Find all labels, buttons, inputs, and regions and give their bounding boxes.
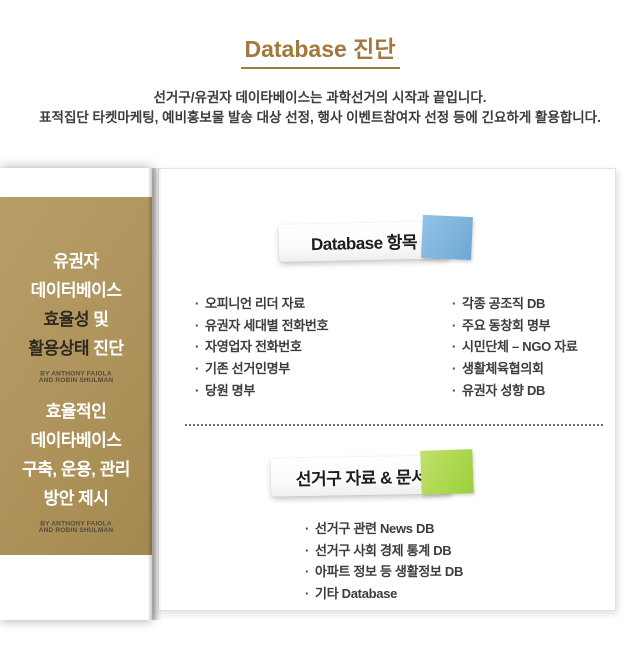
list-item: 생활체육협의회	[452, 358, 578, 380]
cover-word-light: 진단	[93, 339, 124, 358]
cover-word-dark: 활용상태	[28, 339, 90, 358]
blue-sticky-note	[421, 214, 473, 261]
list-item: 아파트 정보 등 생활정보 DB	[305, 561, 463, 583]
cover-line: 데이터베이스	[30, 281, 122, 300]
cover-line: 활용상태 진단	[0, 334, 152, 363]
cover-line: 데이타베이스	[30, 431, 122, 450]
dotted-divider	[185, 424, 603, 426]
cover-line: 방안 제시	[43, 489, 109, 508]
cover-byline: BY ANTHONY FAIOLA AND ROBIN SHULMAN	[14, 370, 139, 383]
subtitle-line-1: 선거구/유권자 데이타베이스는 과학선거의 시작과 끝입니다.	[153, 90, 487, 105]
page-subtitle: 선거구/유권자 데이타베이스는 과학선거의 시작과 끝입니다. 표적집단 타켓마…	[0, 88, 640, 128]
list-item: 유권자 성향 DB	[452, 380, 578, 402]
list-item: 기타 Database	[305, 583, 463, 605]
cover-byline: BY ANTHONY FAIOLA AND ROBIN SHULMAN	[14, 520, 139, 533]
book-spine-shadow	[148, 168, 162, 620]
byline-line: BY ANTHONY FAIOLA	[40, 369, 112, 377]
list-item: 시민단체 – NGO 자료	[452, 336, 578, 358]
cover-line: 효율성 및	[0, 305, 152, 334]
list-item: 각종 공조직 DB	[452, 293, 578, 315]
cover-line: 구축, 운용, 관리	[22, 460, 130, 479]
district-items: 선거구 관련 News DB 선거구 사회 경제 통계 DB 아파트 정보 등 …	[305, 518, 463, 605]
page-title: Database 진단	[240, 30, 400, 69]
cover-line: 효율적인	[45, 402, 107, 421]
cover-word-dark: 효율성	[43, 310, 90, 329]
book-cover: 유권자 데이터베이스 효율성 및 활용상태 진단 BY ANTHONY FAIO…	[0, 197, 152, 555]
list-item: 당원 명부	[195, 380, 328, 402]
book-right-page: Database 항목 오피니언 리더 자료 유권자 세대별 전화번호 자영업자…	[158, 168, 616, 611]
list-item: 유권자 세대별 전화번호	[195, 315, 329, 337]
list-item: 기존 선거인명부	[195, 358, 328, 380]
database-items-left-column: 오피니언 리더 자료 유권자 세대별 전화번호 자영업자 전화번호 기존 선거인…	[195, 293, 329, 402]
book-left-page: 유권자 데이터베이스 효율성 및 활용상태 진단 BY ANTHONY FAIO…	[0, 168, 152, 620]
byline-line: AND ROBIN SHULMAN	[38, 376, 114, 384]
green-sticky-note	[420, 449, 474, 495]
byline-line: BY ANTHONY FAIOLA	[40, 519, 112, 527]
list-item: 자영업자 전화번호	[195, 336, 328, 358]
list-item: 선거구 관련 News DB	[305, 518, 463, 540]
list-item: 선거구 사회 경제 통계 DB	[305, 540, 463, 562]
subtitle-line-2: 표적집단 타켓마케팅, 예비홍보물 발송 대상 선정, 행사 이벤트참여자 선정…	[39, 110, 601, 125]
list-item: 오피니언 리더 자료	[195, 293, 328, 315]
database-items-right-column: 각종 공조직 DB 주요 동창회 명부 시민단체 – NGO 자료 생활체육협의…	[452, 293, 578, 402]
byline-line: AND ROBIN SHULMAN	[38, 526, 114, 534]
list-item: 주요 동창회 명부	[452, 315, 578, 337]
cover-line: 유권자	[53, 252, 99, 271]
cover-word-light: 및	[93, 310, 109, 329]
book-spread: 유권자 데이터베이스 효율성 및 활용상태 진단 BY ANTHONY FAIO…	[0, 168, 620, 624]
cover-block-2: 효율적인 데이타베이스 구축, 운용, 관리 방안 제시	[0, 397, 152, 513]
page-header: Database 진단	[0, 30, 640, 69]
